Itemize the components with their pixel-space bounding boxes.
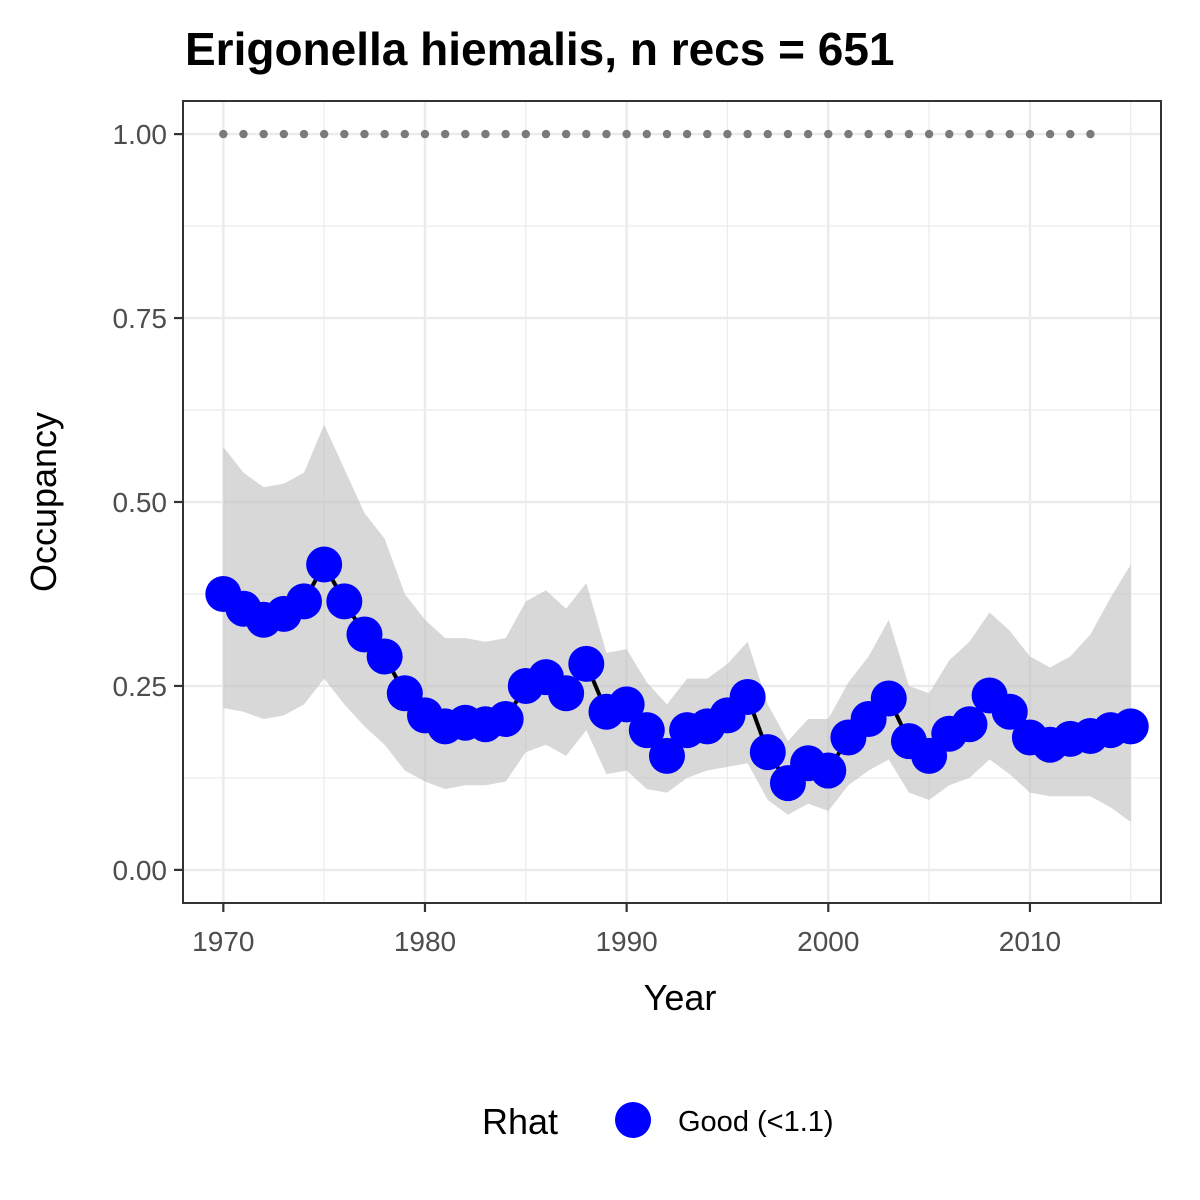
data-point-2003	[870, 680, 907, 717]
reference-point-9	[400, 129, 410, 139]
reference-point-8	[380, 129, 389, 139]
data-point-1984	[487, 701, 524, 738]
reference-point-31	[844, 129, 853, 139]
data-point-1990	[608, 686, 645, 723]
data-point-1978	[366, 638, 403, 675]
reference-point-41	[1045, 129, 1055, 139]
legend: Rhat Good (<1.1)	[482, 1101, 834, 1142]
y-tick-label-2: 0.50	[113, 487, 168, 518]
reference-point-4	[299, 129, 309, 139]
x-tick-label-0: 1970	[192, 926, 254, 957]
x-axis-title: Year	[644, 977, 717, 1018]
reference-point-21	[642, 129, 651, 139]
data-point-2007	[951, 706, 988, 743]
reference-point-10	[420, 129, 430, 139]
x-axis: 1970 1980 1990 2000 2010	[192, 903, 1061, 957]
data-point-1988	[568, 645, 605, 682]
reference-point-37	[965, 129, 974, 139]
x-tick-label-3: 2000	[797, 926, 859, 957]
data-point-2000	[810, 752, 847, 789]
y-tick-label-1: 0.25	[113, 671, 168, 702]
reference-point-11	[440, 129, 450, 139]
reference-point-0	[219, 129, 228, 139]
reference-point-27	[763, 129, 772, 139]
reference-point-20	[622, 129, 631, 139]
y-axis-title: Occupancy	[23, 412, 64, 592]
reference-point-28	[783, 129, 793, 139]
reference-point-12	[461, 129, 470, 139]
reference-point-24	[703, 129, 712, 139]
data-point-1997	[749, 734, 786, 771]
data-points-layer	[205, 546, 1149, 802]
reference-point-35	[924, 129, 934, 139]
reference-point-13	[481, 129, 490, 139]
reference-point-36	[945, 129, 954, 139]
reference-point-16	[541, 129, 551, 139]
chart-title: Erigonella hiemalis, n recs = 651	[185, 23, 895, 75]
data-point-1987	[548, 675, 585, 712]
y-tick-label-3: 0.75	[113, 303, 168, 334]
reference-point-23	[682, 129, 692, 139]
data-point-1975	[306, 546, 343, 583]
x-tick-label-2: 1990	[595, 926, 657, 957]
reference-point-17	[561, 129, 571, 139]
x-tick-label-1: 1980	[394, 926, 456, 957]
reference-point-32	[864, 129, 873, 139]
reference-point-3	[279, 129, 289, 139]
reference-point-1	[239, 129, 248, 139]
data-point-1992	[648, 737, 685, 774]
reference-point-30	[824, 129, 833, 139]
reference-points-layer	[219, 129, 1095, 139]
reference-point-2	[259, 129, 268, 139]
y-tick-label-4: 1.00	[113, 119, 168, 150]
reference-point-33	[884, 129, 893, 139]
reference-point-40	[1025, 129, 1035, 139]
reference-point-18	[582, 129, 591, 139]
reference-point-38	[985, 129, 994, 139]
reference-point-39	[1005, 129, 1014, 139]
reference-point-42	[1066, 129, 1075, 139]
reference-point-22	[662, 129, 672, 139]
reference-point-15	[521, 129, 531, 139]
reference-point-29	[803, 129, 813, 139]
y-axis: 0.00 0.25 0.50 0.75 1.00	[113, 119, 183, 886]
reference-point-34	[904, 129, 914, 139]
y-tick-label-0: 0.00	[113, 855, 168, 886]
reference-point-7	[360, 129, 369, 139]
data-point-2015	[1112, 708, 1149, 745]
data-point-1996	[729, 678, 766, 715]
reference-point-5	[319, 129, 329, 139]
legend-key-good	[615, 1102, 651, 1138]
reference-point-43	[1086, 129, 1095, 139]
x-tick-label-4: 2010	[999, 926, 1061, 957]
reference-point-19	[602, 129, 611, 139]
data-point-1976	[326, 583, 363, 620]
legend-title: Rhat	[482, 1101, 558, 1142]
reference-point-25	[723, 129, 732, 139]
data-point-1991	[628, 712, 665, 749]
data-point-2009	[991, 693, 1028, 730]
data-point-1974	[285, 583, 322, 620]
reference-point-14	[501, 129, 510, 139]
legend-label-good: Good (<1.1)	[678, 1106, 834, 1138]
reference-point-6	[340, 129, 349, 139]
reference-point-26	[743, 129, 752, 139]
